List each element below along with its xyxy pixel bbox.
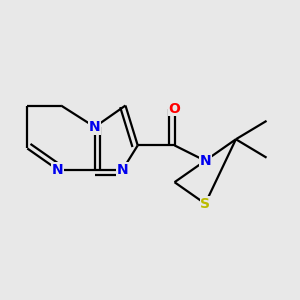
- Text: N: N: [200, 154, 211, 168]
- Text: N: N: [89, 120, 100, 134]
- Text: N: N: [52, 163, 64, 177]
- Text: O: O: [169, 102, 181, 116]
- Text: S: S: [200, 197, 210, 211]
- Text: N: N: [117, 163, 128, 177]
